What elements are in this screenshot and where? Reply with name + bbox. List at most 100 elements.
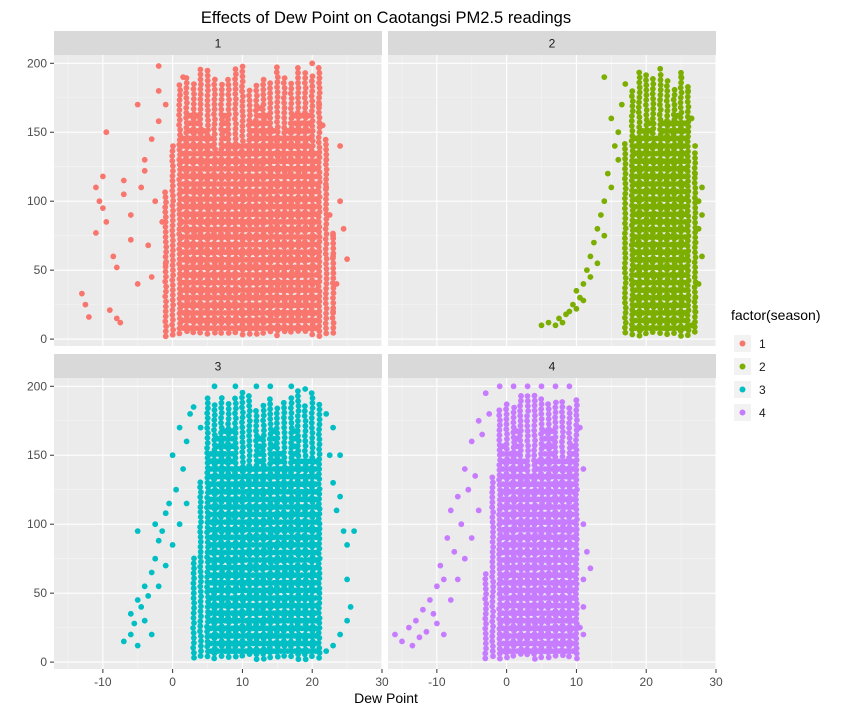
data-point <box>298 481 305 488</box>
data-point <box>229 496 235 503</box>
data-point <box>229 181 235 187</box>
data-point <box>660 302 667 309</box>
data-point <box>218 96 225 103</box>
data-point <box>162 510 169 517</box>
data-point <box>270 287 277 293</box>
data-point <box>264 488 270 495</box>
data-point <box>239 652 246 659</box>
data-point <box>295 65 301 71</box>
data-point <box>482 586 489 592</box>
data-point <box>570 301 576 308</box>
data-point <box>190 329 197 336</box>
data-point <box>229 234 235 240</box>
data-point <box>215 526 221 533</box>
data-point <box>699 253 705 260</box>
data-point <box>239 449 246 455</box>
data-point <box>521 633 527 639</box>
data-point <box>573 407 580 414</box>
data-point <box>243 549 249 556</box>
data-point <box>225 86 232 93</box>
data-point <box>489 593 496 600</box>
data-point <box>229 473 235 480</box>
data-point <box>208 617 214 624</box>
data-point <box>236 640 242 647</box>
data-point <box>312 579 319 586</box>
data-point <box>250 234 256 240</box>
data-point <box>277 256 284 263</box>
data-point <box>232 400 239 407</box>
data-point <box>510 419 517 426</box>
data-point <box>281 404 287 411</box>
data-point <box>330 265 337 272</box>
data-point <box>180 135 187 142</box>
data-point <box>291 526 298 533</box>
data-point <box>288 199 295 206</box>
data-point <box>490 479 496 486</box>
data-point <box>507 458 513 465</box>
data-point <box>312 211 319 218</box>
data-point <box>163 298 169 305</box>
data-point <box>243 587 249 594</box>
data-point <box>243 595 249 601</box>
data-point <box>236 226 242 233</box>
data-point <box>236 633 242 639</box>
data-point <box>660 219 667 225</box>
data-point <box>250 504 256 510</box>
data-point <box>298 294 305 301</box>
data-point <box>692 314 698 320</box>
data-point <box>277 602 284 609</box>
data-point <box>316 84 323 91</box>
data-point <box>239 128 246 134</box>
data-point <box>250 519 256 525</box>
data-point <box>243 264 249 271</box>
data-point <box>169 292 176 298</box>
data-point <box>274 420 280 427</box>
data-point <box>664 331 670 338</box>
data-point <box>344 542 350 548</box>
data-point <box>483 645 489 652</box>
data-point <box>295 69 301 76</box>
data-point <box>291 504 298 510</box>
data-point <box>646 325 653 331</box>
data-point <box>243 256 249 263</box>
data-point <box>507 557 513 563</box>
data-point <box>622 155 628 162</box>
chart-title: Effects of Dew Point on Caotangsi PM2.5 … <box>201 9 571 27</box>
data-point <box>316 89 323 96</box>
data-point <box>667 272 674 278</box>
data-point <box>650 76 656 82</box>
data-point <box>330 285 337 291</box>
data-point <box>277 633 284 639</box>
data-point <box>103 219 110 225</box>
data-point <box>291 302 298 309</box>
data-point <box>250 219 256 225</box>
data-point <box>222 481 228 488</box>
data-point <box>497 655 503 662</box>
data-point <box>281 414 287 421</box>
data-point <box>482 610 489 617</box>
data-point <box>246 427 253 434</box>
data-point <box>291 150 298 157</box>
data-point <box>190 615 197 621</box>
data-point <box>500 648 506 654</box>
data-point <box>243 534 249 541</box>
data-point <box>229 602 235 609</box>
data-point <box>274 84 280 91</box>
data-point <box>232 115 238 122</box>
data-point <box>253 331 260 337</box>
data-point <box>277 466 284 472</box>
data-point <box>198 638 204 644</box>
data-point <box>187 135 194 142</box>
data-point <box>180 466 187 472</box>
data-point <box>674 302 681 309</box>
data-point <box>622 195 628 202</box>
data-point <box>127 631 134 638</box>
data-point <box>257 640 263 647</box>
data-point <box>201 203 207 210</box>
data-point <box>190 560 197 567</box>
data-point <box>236 549 242 556</box>
data-point <box>653 317 660 324</box>
data-point <box>270 317 277 324</box>
data-point <box>628 123 635 129</box>
data-point <box>315 65 322 71</box>
